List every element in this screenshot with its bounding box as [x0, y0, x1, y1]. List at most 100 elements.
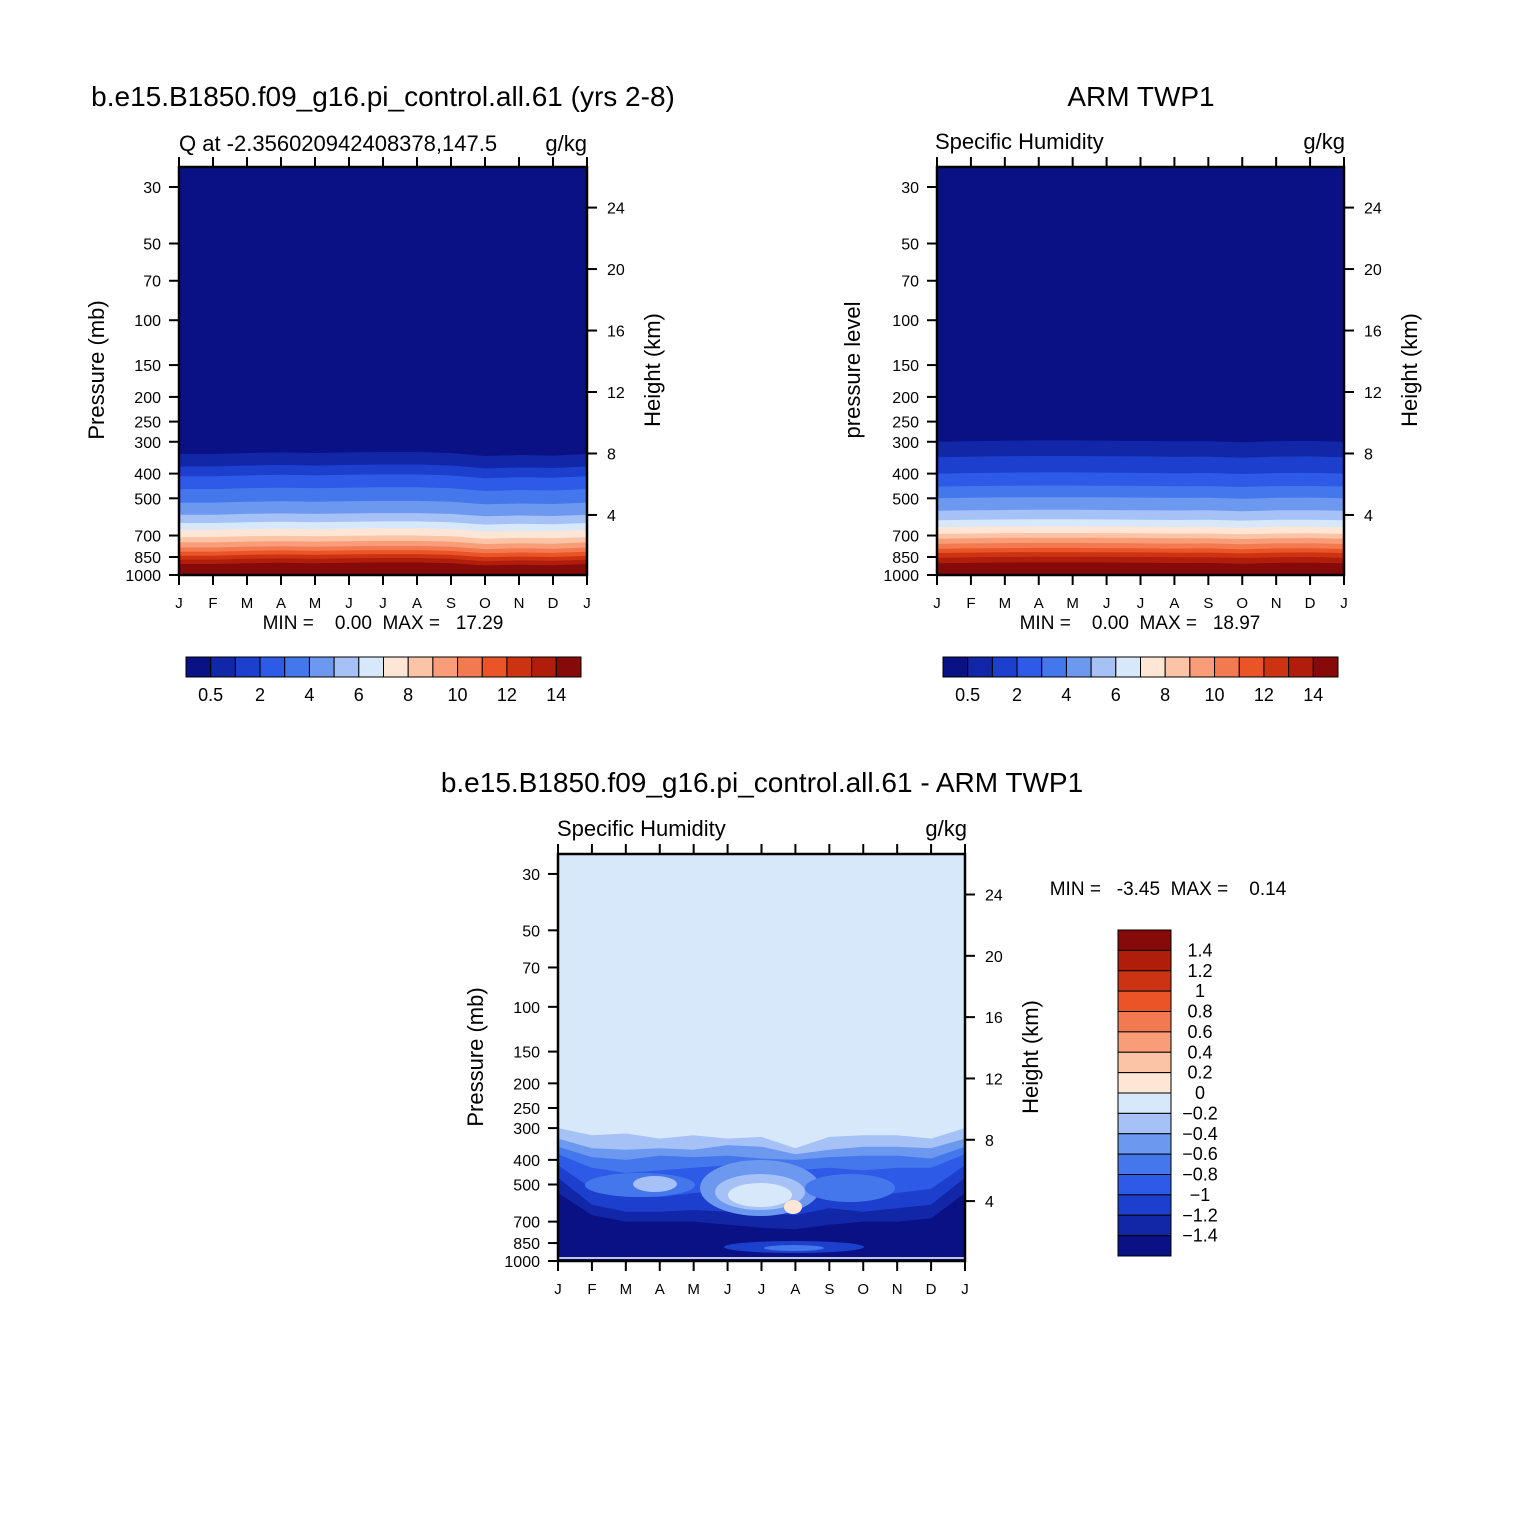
- colorbar-label: −1.2: [1182, 1205, 1218, 1225]
- colorbar-label: 10: [448, 685, 468, 705]
- colorbar-label: 1.4: [1187, 940, 1212, 960]
- y-tick-label: 500: [513, 1177, 540, 1194]
- x-tick-label: M: [241, 595, 254, 612]
- contour-plot: J F M A M J J A S O N D J 30 50 70 100 150 200 250 300 400 500…: [504, 844, 1003, 1298]
- left-label: Q at -2.356020942408378,147.5: [179, 131, 497, 156]
- x-tick-label: J: [583, 595, 591, 612]
- colorbar-label: −1: [1190, 1185, 1211, 1205]
- colorbar-box: [1288, 656, 1314, 678]
- y-tick-label: 150: [892, 358, 919, 375]
- colorbar-box: [234, 656, 261, 678]
- y-right-tick-label: 4: [1364, 508, 1373, 525]
- x-tick-label: S: [446, 595, 456, 612]
- colorbar-box: [1117, 1112, 1172, 1135]
- y-right-tick-label: 16: [985, 1010, 1003, 1027]
- colorbar-label: 10: [1205, 685, 1225, 705]
- colorbar-label: −0.6: [1182, 1144, 1218, 1164]
- colorbar-box: [1117, 1174, 1172, 1196]
- right-label: g/kg: [1303, 129, 1345, 154]
- colorbar-box: [481, 656, 508, 678]
- colorbar-label: 8: [1160, 685, 1170, 705]
- colorbar-box: [432, 656, 459, 678]
- y-axis-label: Pressure (mb): [84, 300, 109, 439]
- colorbar-label: 4: [304, 685, 314, 705]
- x-tick-label: D: [926, 1281, 937, 1298]
- y-right-tick-label: 16: [607, 324, 625, 341]
- y-right-tick-label: 20: [1364, 262, 1382, 279]
- y-tick-label: 400: [134, 467, 161, 484]
- colorbar-box: [1117, 990, 1172, 1012]
- y-tick-label: 50: [901, 237, 919, 254]
- min-max-stats: MIN = 0.00 MAX = 18.97: [1020, 613, 1261, 634]
- y-tick-label: 850: [513, 1236, 540, 1253]
- y-tick-label: 150: [513, 1045, 540, 1062]
- colorbar-box: [1312, 656, 1339, 678]
- colorbar-label: −0.2: [1182, 1103, 1218, 1123]
- x-tick-label: A: [412, 595, 422, 612]
- y-tick-label: 300: [513, 1121, 540, 1138]
- x-tick-label: J: [724, 1281, 732, 1298]
- colorbar-box: [991, 656, 1018, 678]
- colorbar-label: 0: [1195, 1083, 1205, 1103]
- y-right-tick-label: 12: [607, 385, 625, 402]
- panel-title: b.e15.B1850.f09_g16.pi_control.all.61 (y…: [91, 81, 675, 112]
- y-tick-label: 250: [513, 1101, 540, 1118]
- colorbar-box: [1117, 1072, 1172, 1094]
- x-tick-label: A: [1034, 595, 1044, 612]
- colorbar: 0.5 2 4 6 8 10 12 14: [185, 656, 582, 705]
- x-tick-label: F: [587, 1281, 596, 1298]
- y-tick-label: 30: [901, 180, 919, 197]
- x-tick-label: J: [1340, 595, 1348, 612]
- colorbar-box: [407, 656, 434, 678]
- y-right-tick-label: 4: [607, 508, 616, 525]
- y-tick-label: 70: [143, 274, 161, 291]
- colorbar-label: 2: [1012, 685, 1022, 705]
- y-tick-label: 300: [892, 435, 919, 452]
- colorbar-box: [1117, 1092, 1172, 1114]
- x-tick-label: F: [966, 595, 975, 612]
- colorbar-box: [531, 656, 557, 678]
- colorbar-box: [1016, 656, 1043, 678]
- colorbar-box: [1214, 656, 1240, 678]
- y-tick-label: 1000: [883, 568, 919, 585]
- contour-band: [179, 570, 587, 575]
- y-right-tick-label: 8: [985, 1133, 994, 1150]
- x-tick-label: O: [479, 595, 491, 612]
- contour-plot: J F M A M J J A S O N D J 30 50 70 100 150 200 250 300 400 500…: [125, 157, 625, 612]
- colorbar-label: −0.4: [1182, 1124, 1218, 1144]
- colorbar-box: [1117, 949, 1172, 972]
- y-tick-label: 100: [134, 313, 161, 330]
- colorbar-box: [1117, 1214, 1172, 1237]
- colorbar-box: [1117, 1153, 1172, 1175]
- colorbar-box: [1263, 656, 1290, 678]
- colorbar-box: [555, 656, 582, 678]
- y-tick-label: 70: [522, 960, 540, 977]
- x-tick-label: D: [548, 595, 559, 612]
- y-right-axis-label: Height (km): [1397, 313, 1422, 427]
- panel-observation: ARM TWP1 Specific Humidity g/kg pressure…: [840, 81, 1422, 705]
- y-right-axis-label: Height (km): [1018, 1000, 1043, 1114]
- y-axis-label: Pressure (mb): [463, 987, 488, 1126]
- y-tick-label: 50: [522, 923, 540, 940]
- colorbar-box: [1065, 656, 1092, 678]
- contour-plot: J F M A M J J A S O N D J 30 50 70 100 150 200 250 300 400 500…: [883, 157, 1382, 612]
- colorbar-box: [210, 656, 236, 678]
- colorbar-label: 0.8: [1187, 1002, 1212, 1022]
- colorbar-box: [1189, 656, 1216, 678]
- colorbar-label: 0.6: [1187, 1022, 1212, 1042]
- y-tick-label: 400: [892, 467, 919, 484]
- colorbar-label: −1.4: [1182, 1226, 1218, 1246]
- x-tick-label: J: [933, 595, 941, 612]
- y-right-tick-label: 24: [985, 887, 1003, 904]
- colorbar-box: [1117, 1051, 1172, 1074]
- x-tick-label: M: [1066, 595, 1079, 612]
- y-right-tick-label: 8: [1364, 446, 1373, 463]
- y-tick-label: 30: [522, 867, 540, 884]
- y-tick-label: 300: [134, 435, 161, 452]
- colorbar-box: [1117, 1235, 1172, 1257]
- x-tick-label: J: [1137, 595, 1145, 612]
- contour-blob: [633, 1176, 677, 1192]
- left-label: Specific Humidity: [557, 816, 726, 841]
- colorbar-box: [1164, 656, 1191, 678]
